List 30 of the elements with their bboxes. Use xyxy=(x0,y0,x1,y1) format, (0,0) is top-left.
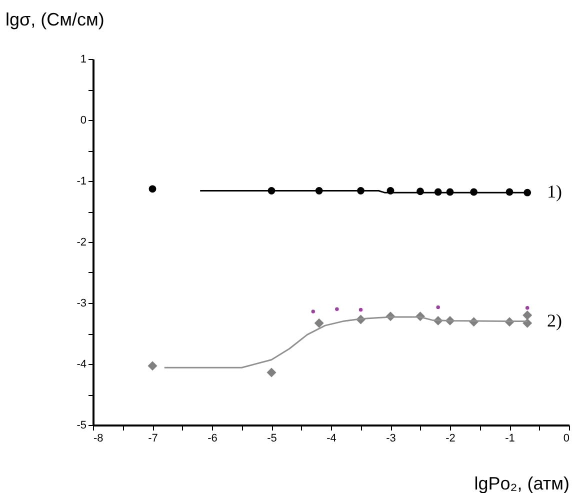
x-tick-label: -3 xyxy=(386,432,396,444)
y-tick-label: -5 xyxy=(76,420,86,432)
y-axis-title: lgσ, (См/см) xyxy=(6,10,104,30)
x-tick-label: -8 xyxy=(94,432,104,444)
x-axis-title: lgPo₂, (атм) xyxy=(474,474,570,493)
point xyxy=(358,308,363,312)
y-tick-label: -4 xyxy=(76,358,86,370)
y-tick-label: -2 xyxy=(76,236,86,248)
point xyxy=(148,185,156,193)
x-tick-label: -2 xyxy=(446,432,456,444)
point xyxy=(314,318,324,328)
annotation: 2) xyxy=(547,310,562,330)
x-tick-label: -5 xyxy=(267,432,277,444)
x-tick-label: -4 xyxy=(326,432,336,444)
y-tick-label: -1 xyxy=(76,176,86,188)
x-tick-label: -6 xyxy=(208,432,218,444)
point xyxy=(335,307,339,311)
point xyxy=(266,368,276,378)
annotation: 1) xyxy=(547,182,562,202)
y-tick-label: 0 xyxy=(80,114,86,126)
point xyxy=(148,361,158,371)
point xyxy=(522,310,532,320)
point xyxy=(436,305,440,310)
x-tick-label: -1 xyxy=(505,432,515,444)
y-tick-label: -3 xyxy=(76,298,86,310)
point xyxy=(311,310,316,314)
point xyxy=(525,306,530,310)
x-tick-label: -7 xyxy=(148,432,158,444)
x-tick-label: 0 xyxy=(563,432,570,444)
y-tick-label: 1 xyxy=(80,54,86,66)
